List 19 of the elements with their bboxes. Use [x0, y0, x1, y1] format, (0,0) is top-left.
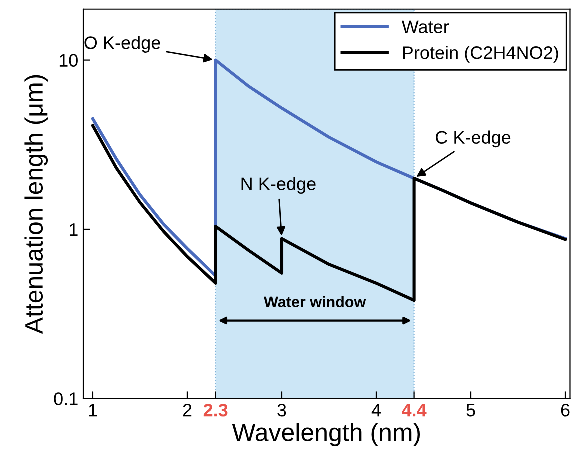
- x-tick-label: 3: [278, 404, 286, 417]
- x-tick-label: 4: [372, 404, 381, 417]
- y-tick-label: 1: [70, 224, 78, 236]
- x-tick-label: 2: [183, 404, 192, 417]
- x-tick-label: 2.3: [204, 404, 228, 417]
- legend-label: Water: [402, 20, 450, 34]
- x-tick-label: 6: [561, 404, 570, 417]
- band-label: Water window: [264, 296, 366, 308]
- x-tick-label: 4.4: [402, 404, 427, 417]
- x-tick-label: 5: [466, 404, 476, 417]
- y-tick-label: 10: [60, 54, 78, 68]
- annotation: N K-edge: [242, 177, 316, 194]
- annotation: C K-edge: [436, 130, 511, 148]
- x-tick-label: 1: [89, 404, 98, 417]
- y-tick-label: 0.1: [54, 392, 78, 406]
- x-axis-title: Wavelength (nm): [232, 423, 420, 446]
- y-axis-title: Attenuation length (μm): [24, 75, 48, 334]
- annotation: O K-edge: [84, 36, 160, 53]
- legend-label: Protein (C2H4NO2): [403, 46, 558, 63]
